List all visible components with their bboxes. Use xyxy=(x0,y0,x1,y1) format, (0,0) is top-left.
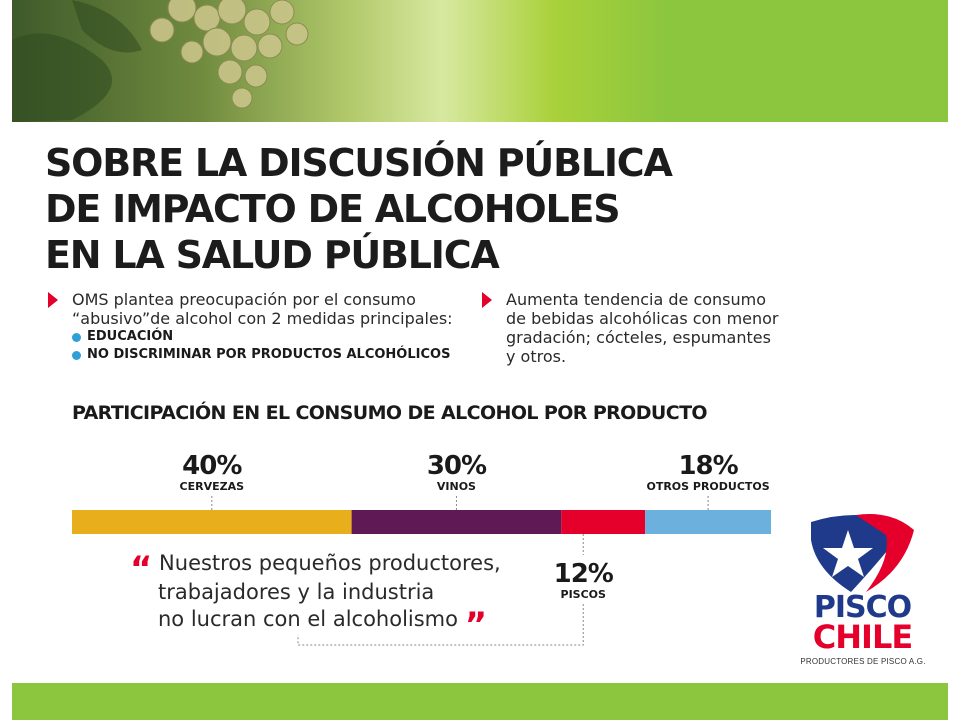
logo-line-2: CHILE xyxy=(812,618,913,656)
value-label: 40% xyxy=(182,451,242,481)
oms-text-line-1: OMS plantea preocupación por el consumo xyxy=(72,290,416,309)
category-label: VINOS xyxy=(437,480,476,493)
oms-column: OMS plantea preocupación por el consumo … xyxy=(48,290,468,364)
chart-title: PARTICIPACIÓN EN EL CONSUMO DE ALCOHOL P… xyxy=(72,402,708,424)
header-banner xyxy=(12,0,948,122)
quote-line-2: trabajadores y la industria xyxy=(158,580,435,604)
trend-text-line-4: y otros. xyxy=(506,347,567,366)
quote-line-3: no lucran con el alcoholismo ” xyxy=(130,606,550,642)
bar-segment-otros-productos xyxy=(645,510,771,534)
quote-block: “ Nuestros pequeños productores, trabaja… xyxy=(130,550,550,642)
bullet-item: EDUCACIÓN xyxy=(72,328,468,346)
quote-line-1: “ Nuestros pequeños productores, xyxy=(130,550,550,586)
flag-shield-icon xyxy=(811,514,914,592)
trend-text-line-1: Aumenta tendencia de consumo xyxy=(506,290,767,309)
footer-bar xyxy=(12,683,948,720)
quote-text-3: no lucran con el alcoholismo xyxy=(158,607,458,631)
bar-segment-cervezas xyxy=(72,510,352,534)
category-label: PISCOS xyxy=(561,588,607,601)
trend-text-line-2: de bebidas alcohólicas con menor xyxy=(506,309,779,328)
value-label: 12% xyxy=(554,559,614,589)
title-line-1: SOBRE LA DISCUSIÓN PÚBLICA xyxy=(45,141,673,185)
value-label: 18% xyxy=(678,451,738,481)
grapes-image xyxy=(12,0,309,122)
bar-segment-vinos xyxy=(351,510,562,534)
oms-text-line-2: “abusivo”de alcohol con 2 medidas princi… xyxy=(72,309,453,328)
blue-dot-icon xyxy=(72,350,81,360)
category-label: CERVEZAS xyxy=(180,480,245,493)
title-line-2: DE IMPACTO DE ALCOHOLES xyxy=(45,187,621,231)
close-quote-icon: ” xyxy=(464,605,488,645)
value-label: 30% xyxy=(427,451,487,481)
category-label: OTROS PRODUCTOS xyxy=(646,480,769,493)
red-arrow-icon xyxy=(48,292,58,308)
bullet-label: NO DISCRIMINAR POR PRODUCTOS ALCOHÓLICOS xyxy=(87,347,451,362)
pisco-chile-logo: PISCO CHILE PRODUCTORES DE PISCO A.G. xyxy=(796,510,926,670)
quote-text-1: Nuestros pequeños productores, xyxy=(159,551,501,575)
trend-text-line-3: gradación; cócteles, espumantes xyxy=(506,328,771,347)
bullet-label: EDUCACIÓN xyxy=(87,329,174,344)
bullet-item: NO DISCRIMINAR POR PRODUCTOS ALCOHÓLICOS xyxy=(72,346,468,364)
consumption-chart: 40%CERVEZAS 30%VINOS 18%OTROS PRODUCTOS 12%… xyxy=(72,451,771,646)
blue-dot-icon xyxy=(72,332,81,342)
page-title: SOBRE LA DISCUSIÓN PÚBLICA DE IMPACTO DE… xyxy=(45,140,745,278)
logo-line-1: PISCO xyxy=(813,590,912,625)
quote-connector-line xyxy=(297,604,584,646)
trend-column: Aumenta tendencia de consumo de bebidas … xyxy=(482,290,782,366)
red-arrow-icon xyxy=(482,292,492,308)
logo-subtitle: PRODUCTORES DE PISCO A.G. xyxy=(800,657,926,666)
open-quote-icon: “ xyxy=(130,549,153,589)
bar-segment-piscos xyxy=(561,510,646,534)
title-line-3: EN LA SALUD PÚBLICA xyxy=(45,233,500,277)
